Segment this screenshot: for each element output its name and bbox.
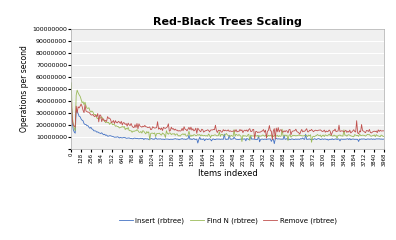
Remove (rbtree) <box>69 101 74 103</box>
Find N (rbtree) <box>231 135 236 138</box>
Remove (rbtree) <box>114 121 119 124</box>
Insert (rbtree) <box>345 138 349 140</box>
Line: Insert (rbtree): Insert (rbtree) <box>71 101 384 144</box>
Insert (rbtree) <box>114 136 119 139</box>
Title: Red-Black Trees Scaling: Red-Black Trees Scaling <box>153 17 302 27</box>
Remove (rbtree) <box>291 130 295 132</box>
Remove (rbtree) <box>382 130 386 132</box>
Insert (rbtree) <box>69 99 74 102</box>
Find N (rbtree) <box>114 124 119 127</box>
Insert (rbtree) <box>295 138 299 141</box>
Line: Remove (rbtree): Remove (rbtree) <box>71 102 384 140</box>
Y-axis label: Operations per second: Operations per second <box>21 45 29 132</box>
Line: Find N (rbtree): Find N (rbtree) <box>71 83 384 142</box>
Find N (rbtree) <box>289 135 294 138</box>
Insert (rbtree) <box>231 138 236 140</box>
Remove (rbtree) <box>295 130 299 133</box>
Insert (rbtree) <box>327 138 331 141</box>
Insert (rbtree) <box>291 138 295 141</box>
Remove (rbtree) <box>231 130 236 133</box>
Find N (rbtree) <box>345 135 349 138</box>
Find N (rbtree) <box>293 135 298 138</box>
Legend: Insert (rbtree), Find N (rbtree), Remove (rbtree): Insert (rbtree), Find N (rbtree), Remove… <box>116 215 339 227</box>
Find N (rbtree) <box>69 81 74 84</box>
Remove (rbtree) <box>345 131 349 134</box>
Find N (rbtree) <box>327 133 331 136</box>
Insert (rbtree) <box>382 138 386 141</box>
Find N (rbtree) <box>309 141 314 144</box>
X-axis label: Items indexed: Items indexed <box>198 169 257 178</box>
Insert (rbtree) <box>272 142 277 145</box>
Remove (rbtree) <box>270 138 275 141</box>
Find N (rbtree) <box>382 135 386 138</box>
Remove (rbtree) <box>327 129 331 132</box>
